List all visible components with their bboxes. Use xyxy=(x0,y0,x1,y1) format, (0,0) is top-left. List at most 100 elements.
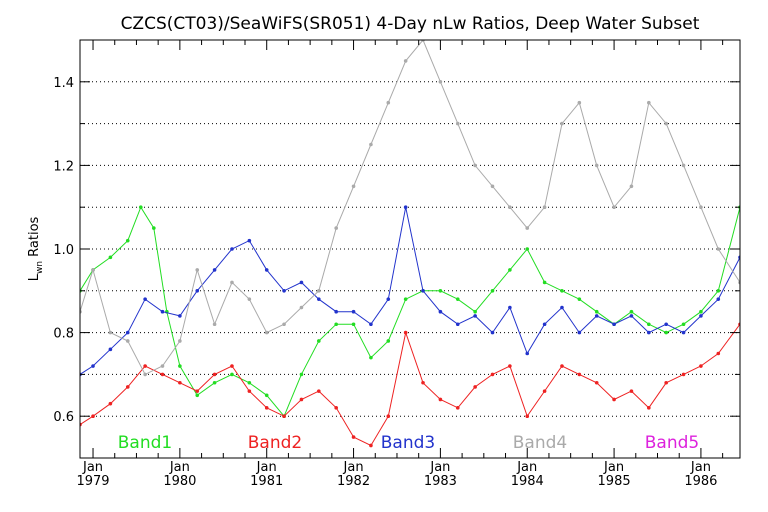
point-band1 xyxy=(629,309,634,314)
x-tick-year: 1981 xyxy=(250,474,283,489)
point-band3 xyxy=(351,309,356,314)
point-band4 xyxy=(542,205,547,209)
point-band3 xyxy=(716,297,721,301)
point-band2 xyxy=(334,406,338,410)
point-band4 xyxy=(230,280,234,285)
point-band1 xyxy=(178,364,182,368)
point-band4 xyxy=(455,121,460,126)
point-band2 xyxy=(716,351,721,356)
point-band2 xyxy=(542,389,547,393)
x-tick-month: Jan xyxy=(343,460,364,475)
point-band4 xyxy=(160,364,165,368)
x-tick-year: 1982 xyxy=(337,474,370,489)
point-band2 xyxy=(160,372,165,377)
point-band1 xyxy=(577,297,582,301)
x-tick-month: Jan xyxy=(603,460,624,475)
point-band3 xyxy=(577,330,582,335)
y-tick-label: 0.8 xyxy=(53,327,74,342)
point-band2 xyxy=(647,406,651,410)
point-band2 xyxy=(282,414,286,419)
point-band1 xyxy=(108,255,113,260)
x-tick-month: Jan xyxy=(690,460,711,475)
x-tick-month: Jan xyxy=(429,460,450,475)
point-band1 xyxy=(664,330,668,335)
legend-band3: Band3 xyxy=(381,433,435,453)
x-tick-year: 1986 xyxy=(684,474,717,489)
legend-band5: Band5 xyxy=(645,433,699,453)
y-tick-label: 1.0 xyxy=(53,243,74,258)
point-band4 xyxy=(594,163,599,168)
point-band3 xyxy=(108,347,113,352)
point-band1 xyxy=(525,247,530,251)
point-band1 xyxy=(594,309,599,314)
point-band4 xyxy=(247,297,252,301)
point-band2 xyxy=(230,364,234,368)
point-band3 xyxy=(629,314,634,318)
point-band4 xyxy=(699,205,703,209)
point-band1 xyxy=(230,372,234,377)
point-band2 xyxy=(455,406,460,410)
point-band1 xyxy=(681,322,686,327)
point-band3 xyxy=(681,330,686,335)
x-tick-month: Jan xyxy=(516,460,537,475)
point-band1 xyxy=(212,380,217,385)
point-band2 xyxy=(490,372,495,377)
y-axis-label-main: L xyxy=(27,273,42,281)
point-band4 xyxy=(508,205,512,209)
point-band2 xyxy=(681,372,686,377)
point-band4 xyxy=(438,80,443,84)
point-band1 xyxy=(403,297,408,301)
point-band3 xyxy=(386,297,391,301)
x-tick-year: 1980 xyxy=(163,474,196,489)
point-band1 xyxy=(490,289,495,293)
point-band3 xyxy=(369,322,373,327)
point-band2 xyxy=(143,364,147,368)
point-band2 xyxy=(178,380,182,385)
point-band4 xyxy=(386,100,391,105)
x-tick-month: Jan xyxy=(169,460,190,475)
point-band1 xyxy=(334,322,338,327)
point-band1 xyxy=(299,372,304,377)
point-band3 xyxy=(264,268,269,272)
point-band4 xyxy=(369,142,373,147)
point-band2 xyxy=(369,443,373,448)
point-band2 xyxy=(317,389,321,393)
point-band1 xyxy=(247,380,252,385)
point-band3 xyxy=(421,289,425,293)
point-band3 xyxy=(560,305,564,310)
point-band4 xyxy=(681,163,686,168)
point-band2 xyxy=(212,372,217,377)
point-band4 xyxy=(212,322,217,327)
y-tick-label: 1.4 xyxy=(53,76,74,91)
y-tick-label: 1.2 xyxy=(53,159,74,174)
chart-title: CZCS(CT03)/SeaWiFS(SR051) 4-Day nLw Rati… xyxy=(121,14,700,34)
point-band3 xyxy=(699,314,703,318)
point-band4 xyxy=(125,339,130,343)
point-band3 xyxy=(299,280,304,285)
point-band1 xyxy=(716,289,721,293)
point-band3 xyxy=(125,330,130,335)
point-band1 xyxy=(317,339,321,343)
point-band3 xyxy=(612,322,616,327)
point-band1 xyxy=(699,309,703,314)
point-band4 xyxy=(317,289,321,293)
x-tick-month: Jan xyxy=(256,460,277,475)
point-band3 xyxy=(91,364,95,368)
point-band3 xyxy=(143,297,147,301)
point-band3 xyxy=(542,322,547,327)
y-axis-label-sub: wn xyxy=(35,261,45,274)
point-band3 xyxy=(282,289,286,293)
point-band3 xyxy=(473,314,477,318)
point-band3 xyxy=(647,330,651,335)
point-band1 xyxy=(138,205,143,209)
point-band4 xyxy=(108,330,113,335)
point-band3 xyxy=(525,351,530,356)
point-band4 xyxy=(178,339,182,343)
point-band1 xyxy=(369,355,373,360)
point-band3 xyxy=(230,247,234,251)
point-band3 xyxy=(594,314,599,318)
point-band2 xyxy=(299,397,304,402)
point-band1 xyxy=(560,289,564,293)
point-band4 xyxy=(525,226,530,230)
